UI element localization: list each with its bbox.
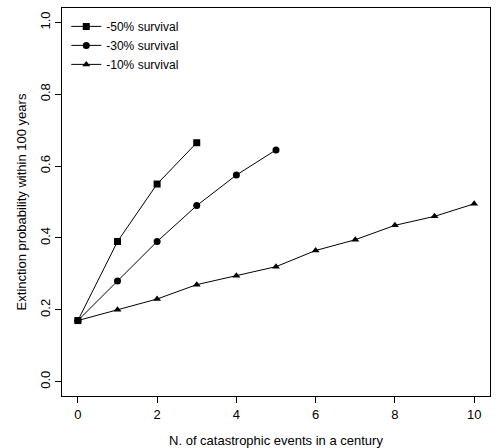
svg-text:Extinction probability within: Extinction probability within 100 years	[14, 93, 29, 310]
svg-text:-50% survival: -50% survival	[106, 20, 178, 34]
svg-text:N. of catastrophic events in a: N. of catastrophic events in a century	[169, 433, 383, 448]
svg-text:6: 6	[312, 407, 319, 422]
svg-text:0.4: 0.4	[38, 227, 53, 245]
svg-text:0: 0	[74, 407, 81, 422]
svg-text:0.2: 0.2	[38, 299, 53, 317]
svg-text:1.0: 1.0	[38, 11, 53, 29]
svg-text:2: 2	[153, 407, 160, 422]
svg-text:8: 8	[391, 407, 398, 422]
svg-text:0.8: 0.8	[38, 83, 53, 101]
svg-text:-30% survival: -30% survival	[106, 39, 178, 53]
svg-text:4: 4	[233, 407, 240, 422]
svg-text:0.6: 0.6	[38, 155, 53, 173]
svg-text:-10% survival: -10% survival	[106, 58, 178, 72]
svg-text:0.0: 0.0	[38, 371, 53, 389]
svg-text:10: 10	[467, 407, 481, 422]
